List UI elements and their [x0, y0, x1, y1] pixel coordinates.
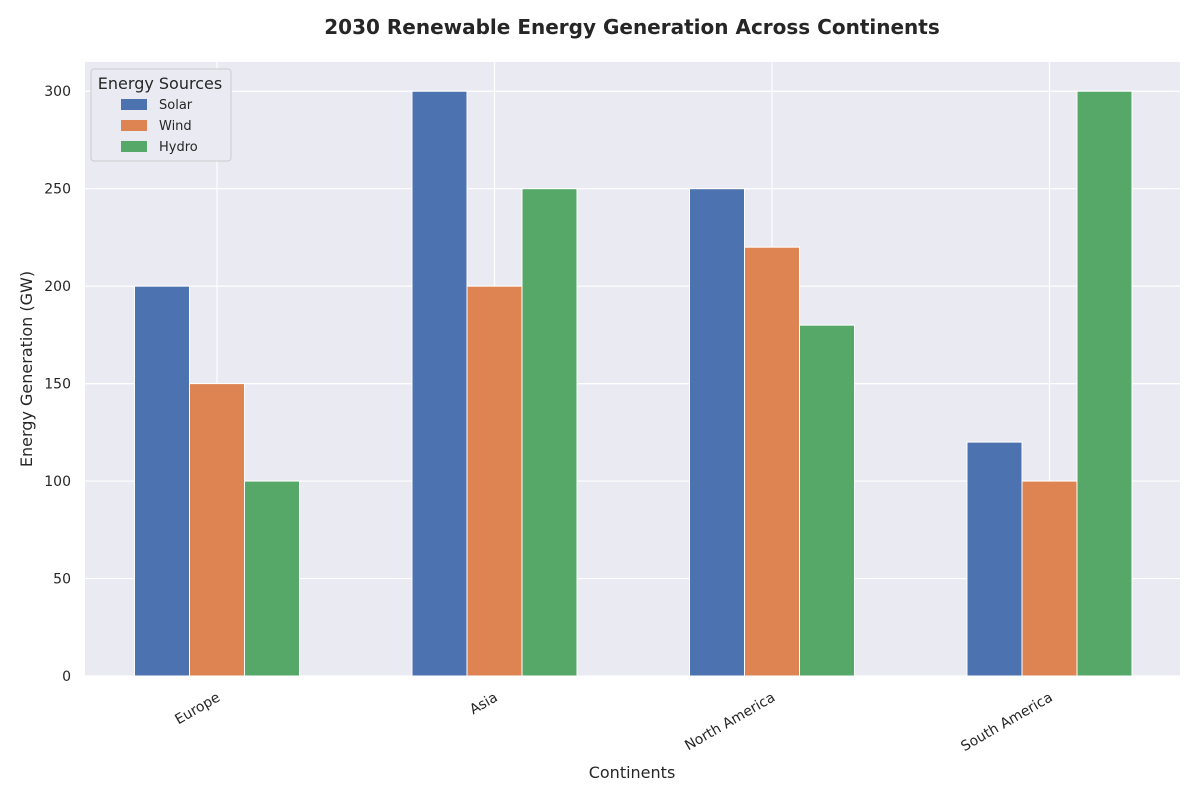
legend-label-hydro: Hydro: [159, 140, 198, 155]
bar-solar-europe: [134, 285, 190, 677]
y-tick-label: 250: [44, 182, 71, 198]
x-axis-ticks: Europe Asia North America South America: [172, 690, 1055, 755]
legend-swatch-solar: [121, 99, 147, 110]
y-axis-ticks: 0 50 100 150 200 250 300: [44, 84, 71, 685]
bar-hydro-europe: [244, 480, 300, 677]
bar-hydro-north-america: [799, 324, 855, 677]
y-axis-label: Energy Generation (GW): [17, 271, 36, 467]
y-tick-label: 50: [53, 572, 71, 588]
legend-swatch-wind: [121, 120, 147, 131]
bar-solar-asia: [411, 90, 468, 677]
legend-box: [90, 68, 232, 162]
x-tick-label: Asia: [467, 690, 500, 719]
legend-swatch-hydro: [121, 141, 147, 152]
legend-label-solar: Solar: [159, 98, 193, 113]
x-tick-label: Europe: [172, 690, 223, 728]
bars: [134, 90, 1133, 677]
y-tick-label: 300: [44, 84, 71, 100]
x-tick-label: North America: [682, 690, 778, 755]
x-axis-label: Continents: [589, 763, 676, 782]
bar-wind-europe: [189, 383, 245, 677]
legend-label-wind: Wind: [159, 119, 192, 134]
legend-title: Energy Sources: [98, 74, 222, 93]
y-tick-label: 150: [44, 377, 71, 393]
bar-wind-north-america: [744, 246, 800, 677]
bar-hydro-asia: [521, 188, 578, 677]
chart-title: 2030 Renewable Energy Generation Across …: [324, 15, 940, 39]
bar-wind-asia: [466, 285, 523, 677]
bar-solar-north-america: [689, 188, 745, 677]
legend: Energy Sources Solar Wind Hydro: [90, 68, 232, 162]
y-tick-label: 0: [62, 669, 71, 685]
y-tick-label: 100: [44, 474, 71, 490]
x-tick-label: South America: [958, 690, 1055, 755]
y-tick-label: 200: [44, 279, 71, 295]
legend-items: Solar Wind Hydro: [121, 98, 198, 155]
bar-wind-south-america: [1021, 480, 1078, 677]
bar-solar-south-america: [966, 441, 1023, 677]
bar-hydro-south-america: [1076, 90, 1133, 677]
